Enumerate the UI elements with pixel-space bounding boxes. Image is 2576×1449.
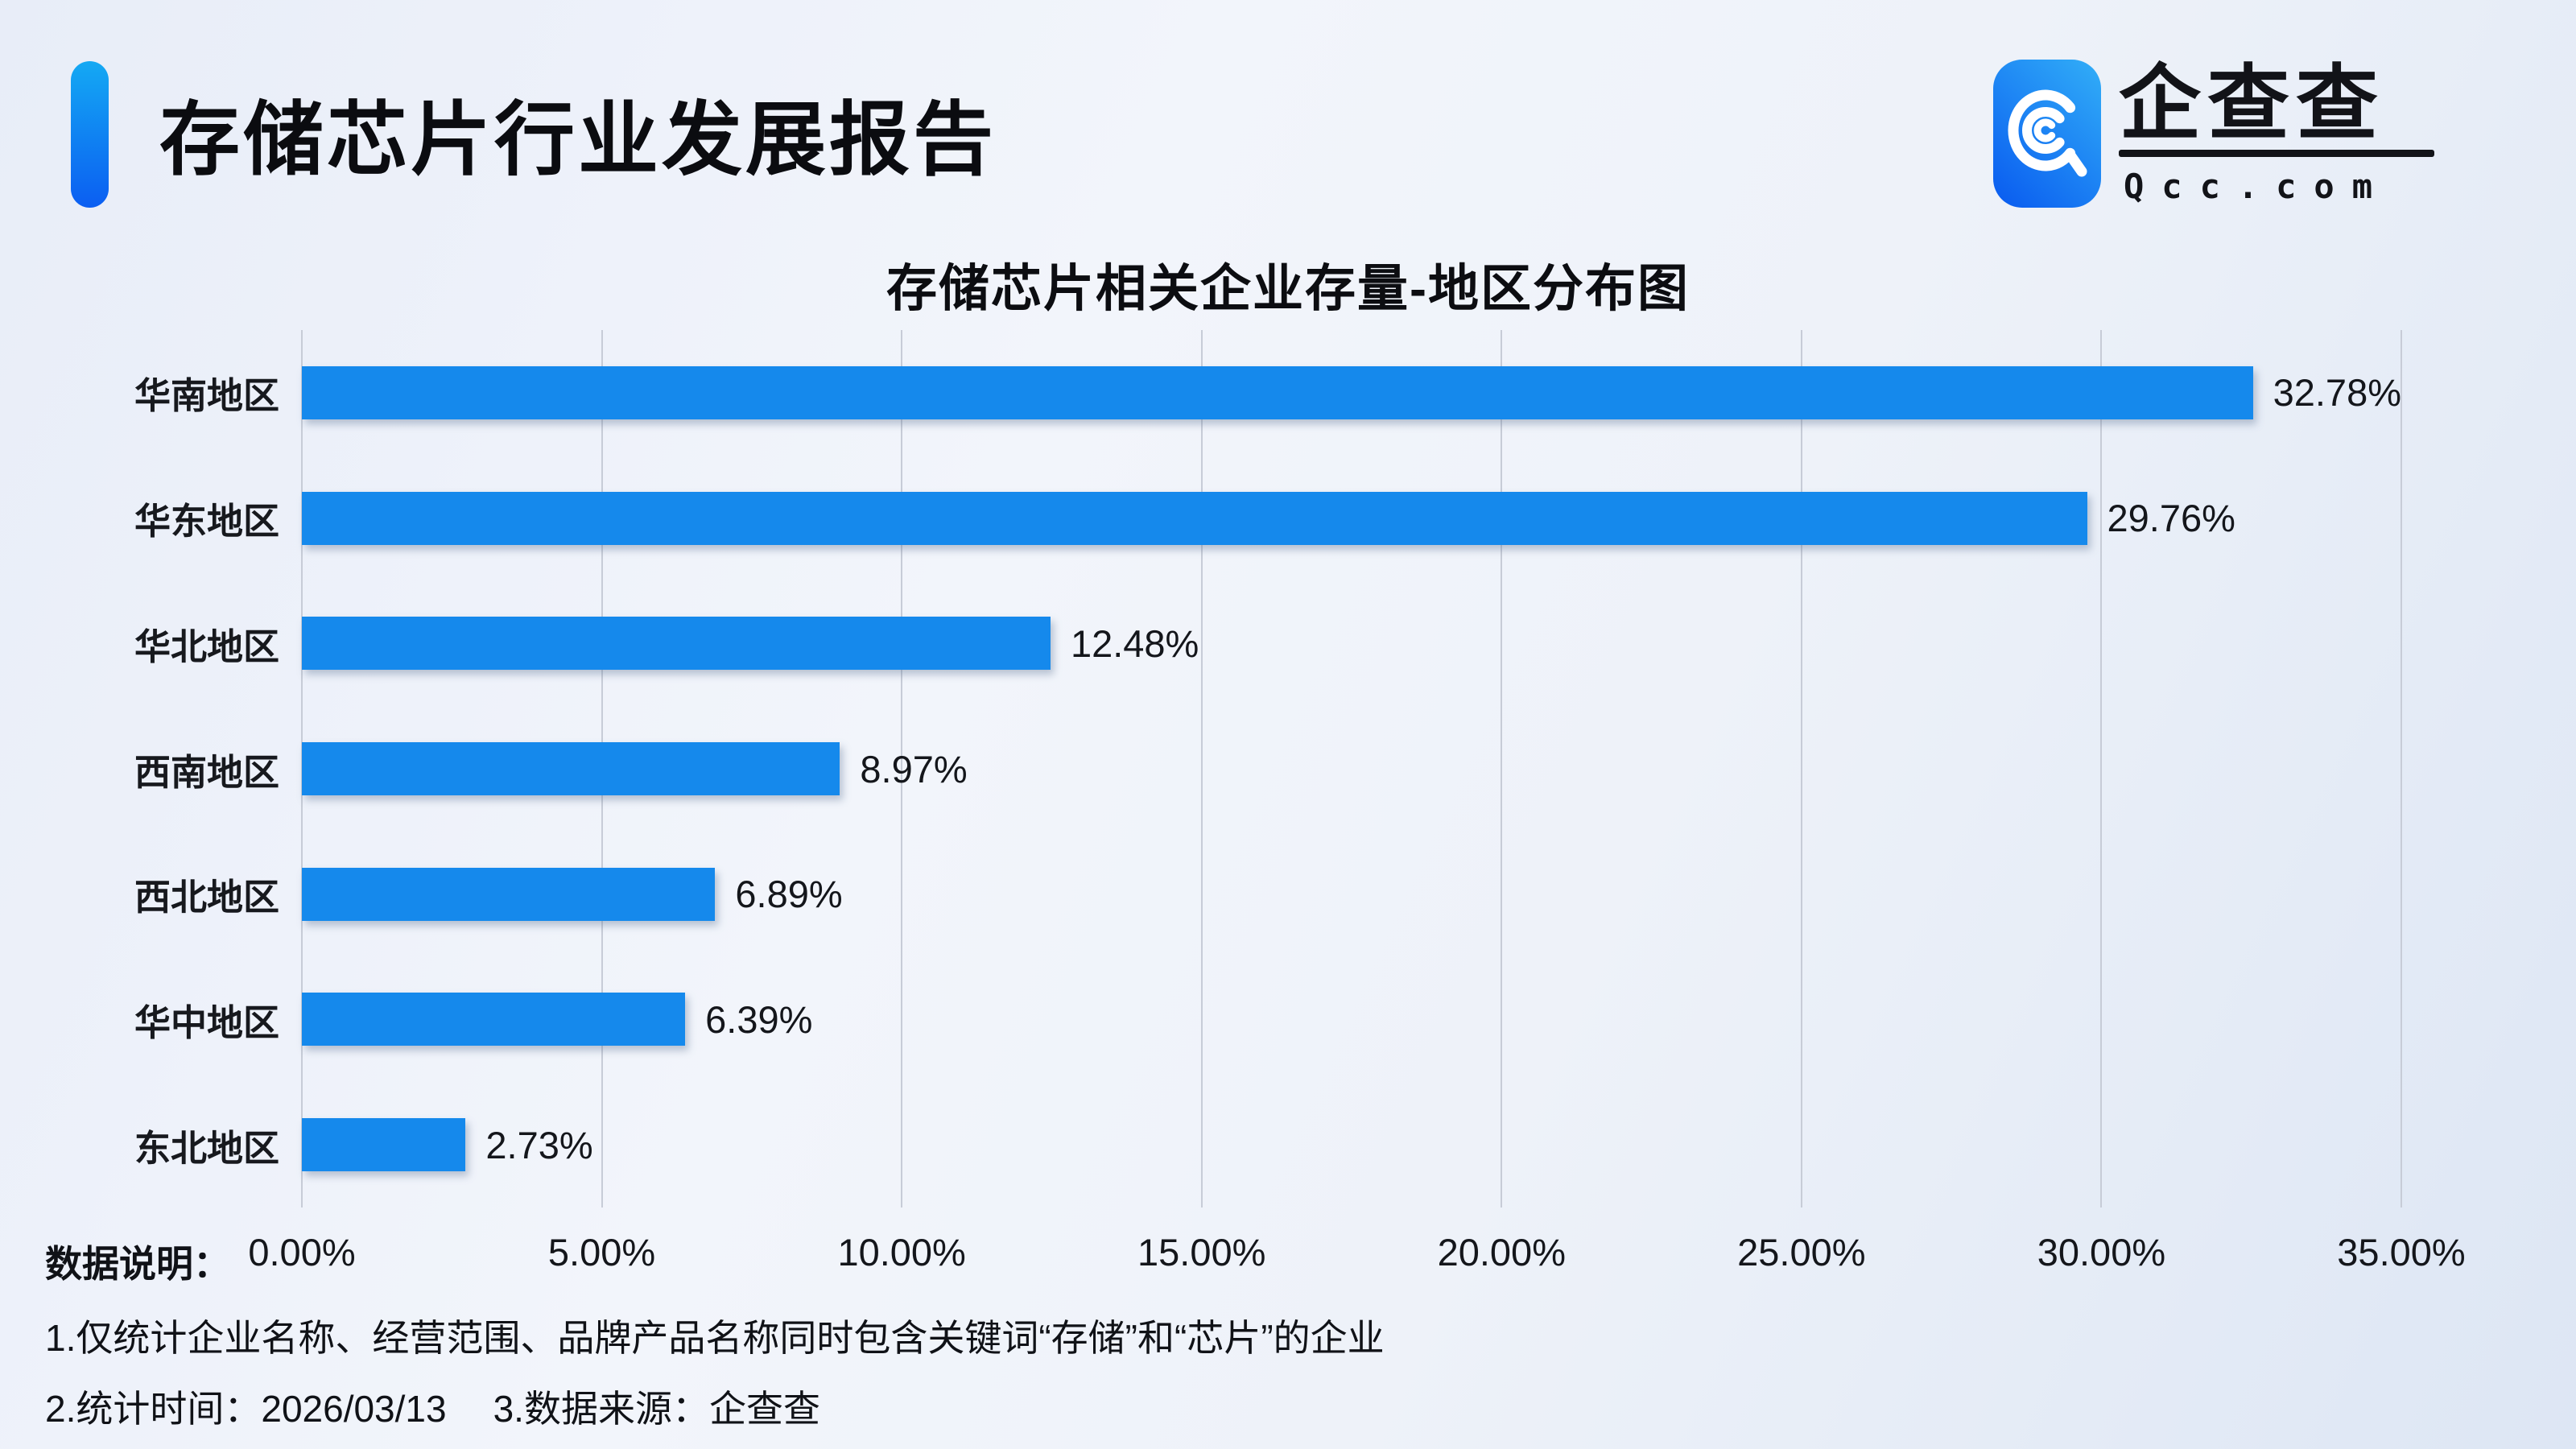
logo-brand-cn: 企查查 — [2119, 58, 2384, 150]
note-data-source: 3.数据来源：企查查 — [493, 1388, 820, 1430]
x-tick-label: 10.00% — [837, 1231, 966, 1274]
bar-track: 29.76% — [302, 491, 2401, 545]
chart-row: 华东地区 29.76% — [134, 456, 2401, 581]
x-tick-label: 15.00% — [1137, 1231, 1266, 1274]
bar-track: 6.39% — [302, 993, 2401, 1046]
bar-value-label: 6.39% — [705, 997, 813, 1041]
bar-chart: 华南地区 32.78% 华东地区 29.76% 华北地区 12.48% 西南地区 8.97% 西… — [134, 330, 2466, 1274]
chart-title: 存储芯片相关企业存量-地区分布图 — [886, 261, 1690, 317]
category-label: 华东地区 — [134, 501, 279, 543]
gridline — [2401, 330, 2402, 1208]
category-label: 西北地区 — [134, 877, 279, 919]
qcc-logo: 企查查 Qcc.com — [1993, 60, 2434, 208]
chart-row: 西南地区 8.97% — [134, 706, 2401, 832]
gridline — [901, 330, 903, 1208]
bar-track: 6.89% — [302, 867, 2401, 921]
bar-value-label: 32.78% — [2273, 371, 2401, 415]
chart-row: 华中地区 6.39% — [134, 957, 2401, 1083]
x-axis: 0.00% 5.00% 10.00% 15.00% 20.00% 25.00% 30.00%… — [248, 1230, 2465, 1278]
x-tick-label: 0.00% — [248, 1231, 356, 1274]
gridline — [1501, 330, 1503, 1208]
logo-underline — [2119, 150, 2434, 158]
gridline — [1200, 330, 1203, 1208]
bar-track: 12.48% — [302, 617, 2401, 671]
note-stat-time: 2.统计时间：2026/03/13 — [45, 1388, 447, 1430]
x-tick-label: 35.00% — [2337, 1231, 2466, 1274]
x-tick-label: 30.00% — [2037, 1231, 2166, 1274]
x-tick-label: 25.00% — [1737, 1231, 1866, 1274]
chart-row: 华北地区 12.48% — [134, 580, 2401, 706]
bar-track: 2.73% — [302, 1118, 2401, 1172]
gridline — [2100, 330, 2103, 1208]
bar — [302, 742, 840, 796]
bar — [302, 617, 1051, 671]
bar-value-label: 29.76% — [2107, 497, 2235, 540]
logo-brand-en: Qcc.com — [2124, 167, 2391, 207]
bar-value-label: 2.73% — [485, 1123, 593, 1166]
report-title: 存储芯片行业发展报告 — [159, 95, 997, 185]
x-tick-label: 5.00% — [547, 1231, 656, 1274]
category-label: 西南地区 — [134, 751, 279, 793]
chart-row: 东北地区 2.73% — [134, 1082, 2401, 1208]
bar — [302, 491, 2087, 545]
category-label: 华南地区 — [134, 375, 279, 417]
x-tick-label: 20.00% — [1437, 1231, 1566, 1274]
chart-row: 西北地区 6.89% — [134, 832, 2401, 957]
title-accent-bar — [71, 61, 109, 208]
category-label: 东北地区 — [134, 1127, 279, 1169]
bar — [302, 1118, 466, 1172]
bar-value-label: 12.48% — [1070, 621, 1199, 665]
bar-track: 32.78% — [302, 365, 2401, 419]
bar — [302, 993, 686, 1046]
note-line-1: 1.仅统计企业名称、经营范围、品牌产品名称同时包含关键词“存储”和“芯片”的企业 — [45, 1317, 1385, 1359]
bar-track: 8.97% — [302, 742, 2401, 796]
note-line-2: 2.统计时间：2026/03/13 3.数据来源：企查查 — [45, 1380, 820, 1433]
category-label: 华北地区 — [134, 625, 279, 667]
chart-rows: 华南地区 32.78% 华东地区 29.76% 华北地区 12.48% 西南地区 8.97% 西… — [134, 330, 2401, 1208]
bar-value-label: 8.97% — [860, 747, 968, 791]
bar — [302, 365, 2253, 419]
bar — [302, 867, 716, 921]
notes-heading: 数据说明： — [45, 1243, 230, 1285]
category-label: 华中地区 — [134, 1001, 279, 1043]
gridline — [1800, 330, 1802, 1208]
logo-text: 企查查 Qcc.com — [2119, 60, 2434, 206]
qcc-magnifier-icon — [1993, 60, 2101, 208]
bar-value-label: 6.89% — [735, 873, 843, 916]
chart-row: 华南地区 32.78% — [134, 330, 2401, 456]
